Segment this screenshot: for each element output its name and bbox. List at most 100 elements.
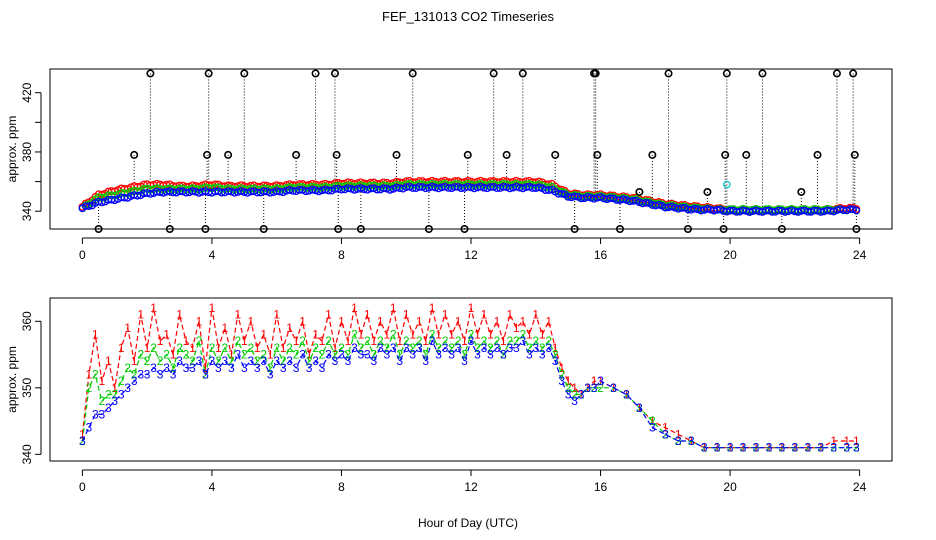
series-1-marker: 1 bbox=[843, 434, 850, 448]
spike-point bbox=[224, 150, 233, 159]
series-3-point bbox=[557, 189, 566, 198]
series-2-marker: 2 bbox=[358, 341, 365, 355]
series-3-marker: 3 bbox=[817, 441, 824, 455]
series-2-marker: 2 bbox=[98, 394, 105, 408]
series-2-marker: 2 bbox=[636, 401, 643, 415]
series-1-marker: 1 bbox=[494, 314, 501, 328]
series-2-marker: 2 bbox=[267, 361, 274, 375]
series-3-marker: 3 bbox=[403, 341, 410, 355]
series-1-marker: 1 bbox=[675, 427, 682, 441]
series-1-marker: 1 bbox=[383, 328, 390, 342]
series-2-marker: 2 bbox=[157, 354, 164, 368]
series-3-marker: 3 bbox=[435, 348, 442, 362]
series-2-marker: 2 bbox=[144, 354, 151, 368]
series-3-marker: 3 bbox=[727, 441, 734, 455]
series-1-marker: 1 bbox=[468, 301, 475, 315]
series-3-marker: 3 bbox=[558, 374, 565, 388]
series-3-line bbox=[81, 339, 857, 449]
series-1-marker: 1 bbox=[105, 354, 112, 368]
series-2-marker: 2 bbox=[351, 328, 358, 342]
series-2-marker: 2 bbox=[714, 441, 721, 455]
series-1-marker: 1 bbox=[481, 308, 488, 322]
series-1-marker: 1 bbox=[234, 308, 241, 322]
series-1-marker: 1 bbox=[435, 328, 442, 342]
series-3-marker: 3 bbox=[740, 441, 747, 455]
series-1-marker: 1 bbox=[714, 441, 721, 455]
series-2-marker: 2 bbox=[234, 334, 241, 348]
spike-point bbox=[722, 69, 731, 78]
series-2-marker: 2 bbox=[487, 341, 494, 355]
series-2-marker: 2 bbox=[513, 334, 520, 348]
series-2-marker: 2 bbox=[215, 354, 222, 368]
series-3-marker: 3 bbox=[105, 401, 112, 415]
series-3-marker: 3 bbox=[448, 348, 455, 362]
x-tick-label: 20 bbox=[723, 248, 737, 262]
series-3-marker: 3 bbox=[124, 381, 131, 395]
series-1-marker: 1 bbox=[578, 387, 585, 401]
series-1-marker: 1 bbox=[371, 334, 378, 348]
x-tick-label: 12 bbox=[464, 480, 478, 494]
series-3-marker: 3 bbox=[571, 394, 578, 408]
x-axis-label: Hour of Day (UTC) bbox=[418, 516, 518, 530]
series-2-marker: 2 bbox=[131, 368, 138, 382]
series-1-marker: 1 bbox=[202, 361, 209, 375]
series-3-marker: 3 bbox=[779, 441, 786, 455]
series-1-marker: 1 bbox=[280, 341, 287, 355]
series-2-marker: 2 bbox=[254, 354, 261, 368]
series-3-marker: 3 bbox=[234, 348, 241, 362]
series-3-marker: 3 bbox=[98, 407, 105, 421]
series-2-marker: 2 bbox=[364, 334, 371, 348]
series-2-marker: 2 bbox=[455, 334, 462, 348]
series-3-marker: 3 bbox=[390, 341, 397, 355]
series-2-marker: 2 bbox=[779, 441, 786, 455]
series-1-marker: 1 bbox=[377, 314, 384, 328]
top-plot-frame bbox=[49, 68, 893, 230]
series-1-marker: 1 bbox=[403, 308, 410, 322]
series-3-marker: 3 bbox=[513, 341, 520, 355]
spike-point bbox=[201, 225, 210, 234]
series-1-marker: 1 bbox=[429, 301, 436, 315]
series-2-marker: 2 bbox=[649, 414, 656, 428]
series-2-marker: 2 bbox=[345, 348, 352, 362]
series-2-marker: 2 bbox=[306, 354, 313, 368]
series-1-marker: 1 bbox=[345, 334, 352, 348]
series-3-marker: 3 bbox=[500, 348, 507, 362]
series-3-marker: 3 bbox=[853, 441, 860, 455]
spike-point bbox=[648, 150, 657, 159]
spike-point bbox=[424, 225, 433, 234]
series-3-marker: 3 bbox=[565, 387, 572, 401]
series-2-marker: 2 bbox=[241, 348, 248, 362]
series-2-marker: 2 bbox=[448, 341, 455, 355]
series-3-point bbox=[642, 198, 650, 207]
series-2-marker: 2 bbox=[461, 348, 468, 362]
spike-point bbox=[460, 225, 469, 234]
spike-point bbox=[165, 225, 174, 234]
series-3-marker: 3 bbox=[830, 441, 837, 455]
spike-point bbox=[615, 225, 624, 234]
x-tick-label: 4 bbox=[209, 248, 216, 262]
series-1-marker: 1 bbox=[474, 328, 481, 342]
series-3-marker: 3 bbox=[507, 341, 514, 355]
series-3-marker: 3 bbox=[766, 441, 773, 455]
series-2-marker: 2 bbox=[280, 354, 287, 368]
spike-point bbox=[463, 150, 472, 159]
series-2-marker: 2 bbox=[124, 361, 131, 375]
series-1-marker: 1 bbox=[338, 314, 345, 328]
series-2-marker: 2 bbox=[519, 328, 526, 342]
series-1-marker: 1 bbox=[422, 334, 429, 348]
spike-point bbox=[334, 225, 343, 234]
series-2-marker: 2 bbox=[623, 387, 630, 401]
series-3-marker: 3 bbox=[351, 341, 358, 355]
series-1-marker: 1 bbox=[740, 441, 747, 455]
series-1-marker: 1 bbox=[157, 334, 164, 348]
series-3-marker: 3 bbox=[494, 341, 501, 355]
series-2-marker: 2 bbox=[578, 387, 585, 401]
series-1-marker: 1 bbox=[792, 441, 799, 455]
series-1-marker: 1 bbox=[727, 441, 734, 455]
series-2-marker: 2 bbox=[727, 441, 734, 455]
series-3-marker: 3 bbox=[409, 348, 416, 362]
series-1-marker: 1 bbox=[779, 441, 786, 455]
series-2-marker: 2 bbox=[675, 434, 682, 448]
series-1-marker: 1 bbox=[558, 361, 565, 375]
series-2-marker: 2 bbox=[371, 348, 378, 362]
